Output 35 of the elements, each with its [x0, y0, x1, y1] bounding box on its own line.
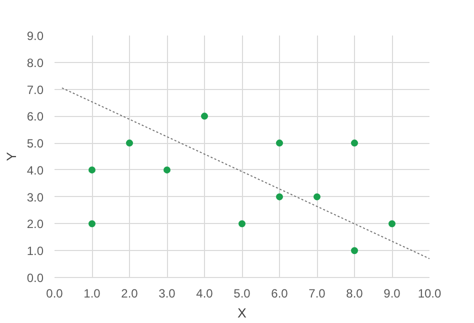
point	[238, 220, 246, 228]
x-tick-label: 5.0	[234, 286, 251, 300]
y-tick-label: 6.0	[26, 110, 44, 124]
y-tick-label: 9.0	[26, 29, 44, 43]
x-tick-label: 9.0	[384, 286, 401, 300]
point	[351, 247, 358, 254]
point	[351, 140, 358, 147]
y-tick-label: 7.0	[26, 82, 44, 97]
y-tick-label: 2.0	[26, 217, 44, 232]
y-tick-label: 8.0	[26, 56, 44, 70]
x-tick-label: 7.0	[308, 286, 326, 300]
x-tick-label: 4.0	[196, 286, 214, 300]
x-tick-label: 8.0	[346, 286, 364, 300]
y-tick-label: 3.0	[26, 190, 44, 204]
y-tick-label: 0.0	[26, 271, 44, 285]
point	[201, 112, 208, 120]
y-tick-label: 1.0	[26, 244, 44, 258]
point	[88, 166, 96, 174]
x-axis-title: X	[238, 306, 247, 320]
point	[314, 193, 320, 200]
point	[276, 140, 283, 147]
y-tick-label: 5.0	[26, 136, 44, 151]
x-tick-label: 2.0	[121, 286, 138, 300]
y-axis-title: Y	[4, 152, 19, 161]
point	[88, 220, 96, 228]
x-tick-label: 3.0	[158, 286, 176, 300]
x-tick-label: 0.0	[46, 286, 64, 300]
point	[126, 140, 133, 147]
y-tick-label: 4.0	[26, 163, 44, 178]
point	[388, 220, 396, 228]
x-tick-label: 10.0	[418, 286, 442, 300]
x-tick-label: 1.0	[84, 286, 101, 300]
x-tick-label: 6.0	[271, 286, 288, 300]
point	[164, 166, 170, 174]
point	[276, 193, 283, 200]
